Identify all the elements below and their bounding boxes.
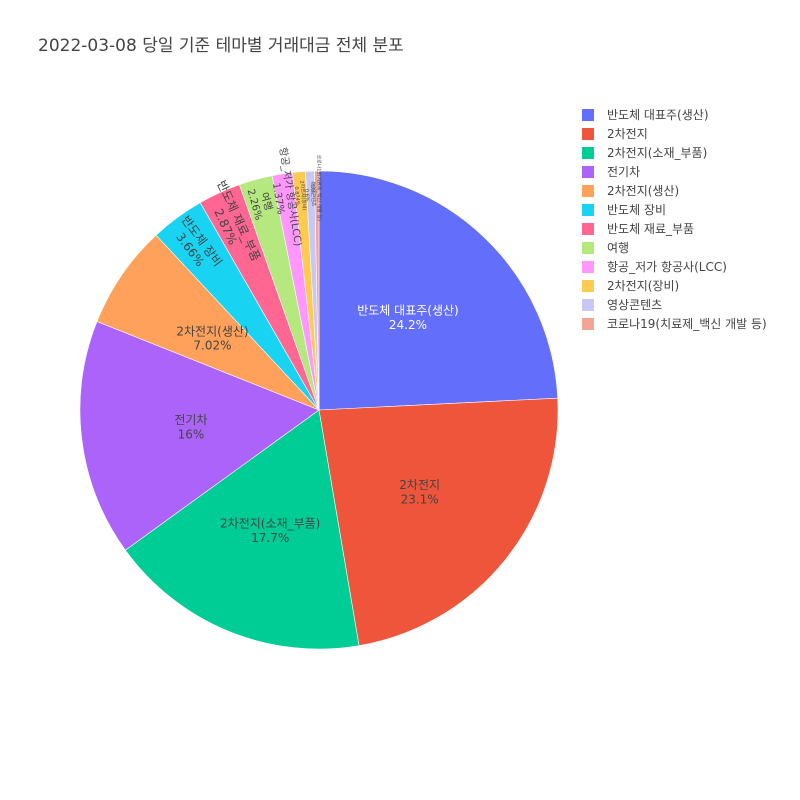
slice-label-percent: 23.1% <box>401 492 439 506</box>
pie-slice-반도체-대표주-생산[interactable] <box>318 170 559 411</box>
slice-label-2차전지-생산: 2차전지(생산)7.02% <box>176 324 248 352</box>
pie-slice-코로나19-치료제-백신-개발-등[interactable] <box>314 170 320 411</box>
legend: 반도체 대표주(생산) 2차전지 2차전지(소재_부품) 전기차 2차전지(생산) 반도체… <box>582 108 767 331</box>
slice-label-name: 전기차 <box>174 413 207 427</box>
slice-label-name: 여행 <box>258 191 274 212</box>
slice-label-percent: 16% <box>178 428 205 442</box>
legend-swatch <box>582 223 594 235</box>
slice-label-name: 2차전지(소재_부품) <box>220 517 320 531</box>
chart-title: 2022-03-08 당일 기준 테마별 거래대금 전체 분포 <box>38 36 404 56</box>
legend-swatch <box>582 109 594 121</box>
slice-label-반도체-대표주-생산: 반도체 대표주(생산)24.2% <box>357 304 459 332</box>
slice-label-percent: 1.37% <box>270 182 286 215</box>
slice-label-percent: 0.6% <box>303 189 309 202</box>
legend-label: 전기차 <box>607 165 640 179</box>
pie-slice-2차전지-소재-부품[interactable] <box>124 409 360 650</box>
pie-slice-2차전지-생산[interactable] <box>96 234 320 411</box>
legend-label: 2차전지(소재_부품) <box>607 146 707 160</box>
slice-label-name: 반도체 대표주(생산) <box>357 304 459 318</box>
legend-swatch <box>582 318 594 330</box>
slice-label-name: 코로나19(치료제_백신 개발 등) <box>315 154 323 221</box>
legend-item-2차전지-장비[interactable]: 2차전지(장비) <box>582 279 679 293</box>
legend-item-2차전지-생산[interactable]: 2차전지(생산) <box>582 184 679 198</box>
legend-swatch <box>582 299 594 311</box>
legend-item-전기차[interactable]: 전기차 <box>582 165 640 179</box>
legend-label: 코로나19(치료제_백신 개발 등) <box>607 317 767 331</box>
pie-slice-전기차[interactable] <box>79 321 320 551</box>
legend-swatch <box>582 242 594 254</box>
legend-swatch <box>582 128 594 140</box>
slice-label-코로나19-치료제-백신-개발-등: 코로나19(치료제_백신 개발 등)0.3% <box>310 154 323 221</box>
legend-label: 반도체 장비 <box>607 203 666 217</box>
legend-label: 영상콘텐츠 <box>607 298 662 312</box>
legend-label: 2차전지(장비) <box>607 279 679 293</box>
legend-label: 반도체 대표주(생산) <box>607 108 709 122</box>
legend-swatch <box>582 166 594 178</box>
legend-item-영상콘텐츠[interactable]: 영상콘텐츠 <box>582 298 662 312</box>
legend-swatch <box>582 147 594 159</box>
pie-slice-2차전지[interactable] <box>318 397 559 646</box>
pie-slices <box>79 170 559 650</box>
legend-item-반도체-장비[interactable]: 반도체 장비 <box>582 203 666 217</box>
slice-label-percent: 17.7% <box>251 531 289 545</box>
legend-item-코로나19-치료제-백신-개발-등[interactable]: 코로나19(치료제_백신 개발 등) <box>582 317 767 331</box>
legend-swatch <box>582 185 594 197</box>
slice-label-name: 2차전지(장비) <box>298 180 308 211</box>
legend-swatch <box>582 204 594 216</box>
legend-swatch <box>582 280 594 292</box>
slice-label-percent: 24.2% <box>389 318 427 332</box>
legend-label: 항공_저가 항공사(LCC) <box>607 260 727 274</box>
slice-label-name: 2차전지(생산) <box>176 324 248 338</box>
legend-item-항공-저가-항공사-lcc[interactable]: 항공_저가 항공사(LCC) <box>582 260 727 274</box>
legend-label: 반도체 재료_부품 <box>607 222 694 236</box>
legend-label: 여행 <box>607 240 629 255</box>
slice-label-2차전지-장비: 2차전지(장비)0.874% <box>293 180 308 211</box>
slice-label-percent: 7.02% <box>193 339 231 353</box>
legend-item-2차전지-소재-부품[interactable]: 2차전지(소재_부품) <box>582 146 707 160</box>
slice-label-percent: 0.874% <box>293 186 301 206</box>
slice-label-2차전지-소재-부품: 2차전지(소재_부품)17.7% <box>220 517 320 545</box>
legend-swatch <box>582 261 594 273</box>
slice-label-percent: 0.3% <box>310 181 316 194</box>
legend-label: 2차전지(생산) <box>607 184 679 198</box>
legend-item-반도체-재료-부품[interactable]: 반도체 재료_부품 <box>582 222 694 236</box>
slice-label-name: 영상콘텐츠 <box>309 183 317 207</box>
legend-item-2차전지[interactable]: 2차전지 <box>582 127 648 141</box>
legend-item-반도체-대표주-생산[interactable]: 반도체 대표주(생산) <box>582 108 709 122</box>
legend-label: 2차전지 <box>607 127 648 141</box>
slice-label-name: 2차전지 <box>399 478 440 492</box>
legend-item-여행[interactable]: 여행 <box>582 240 629 255</box>
